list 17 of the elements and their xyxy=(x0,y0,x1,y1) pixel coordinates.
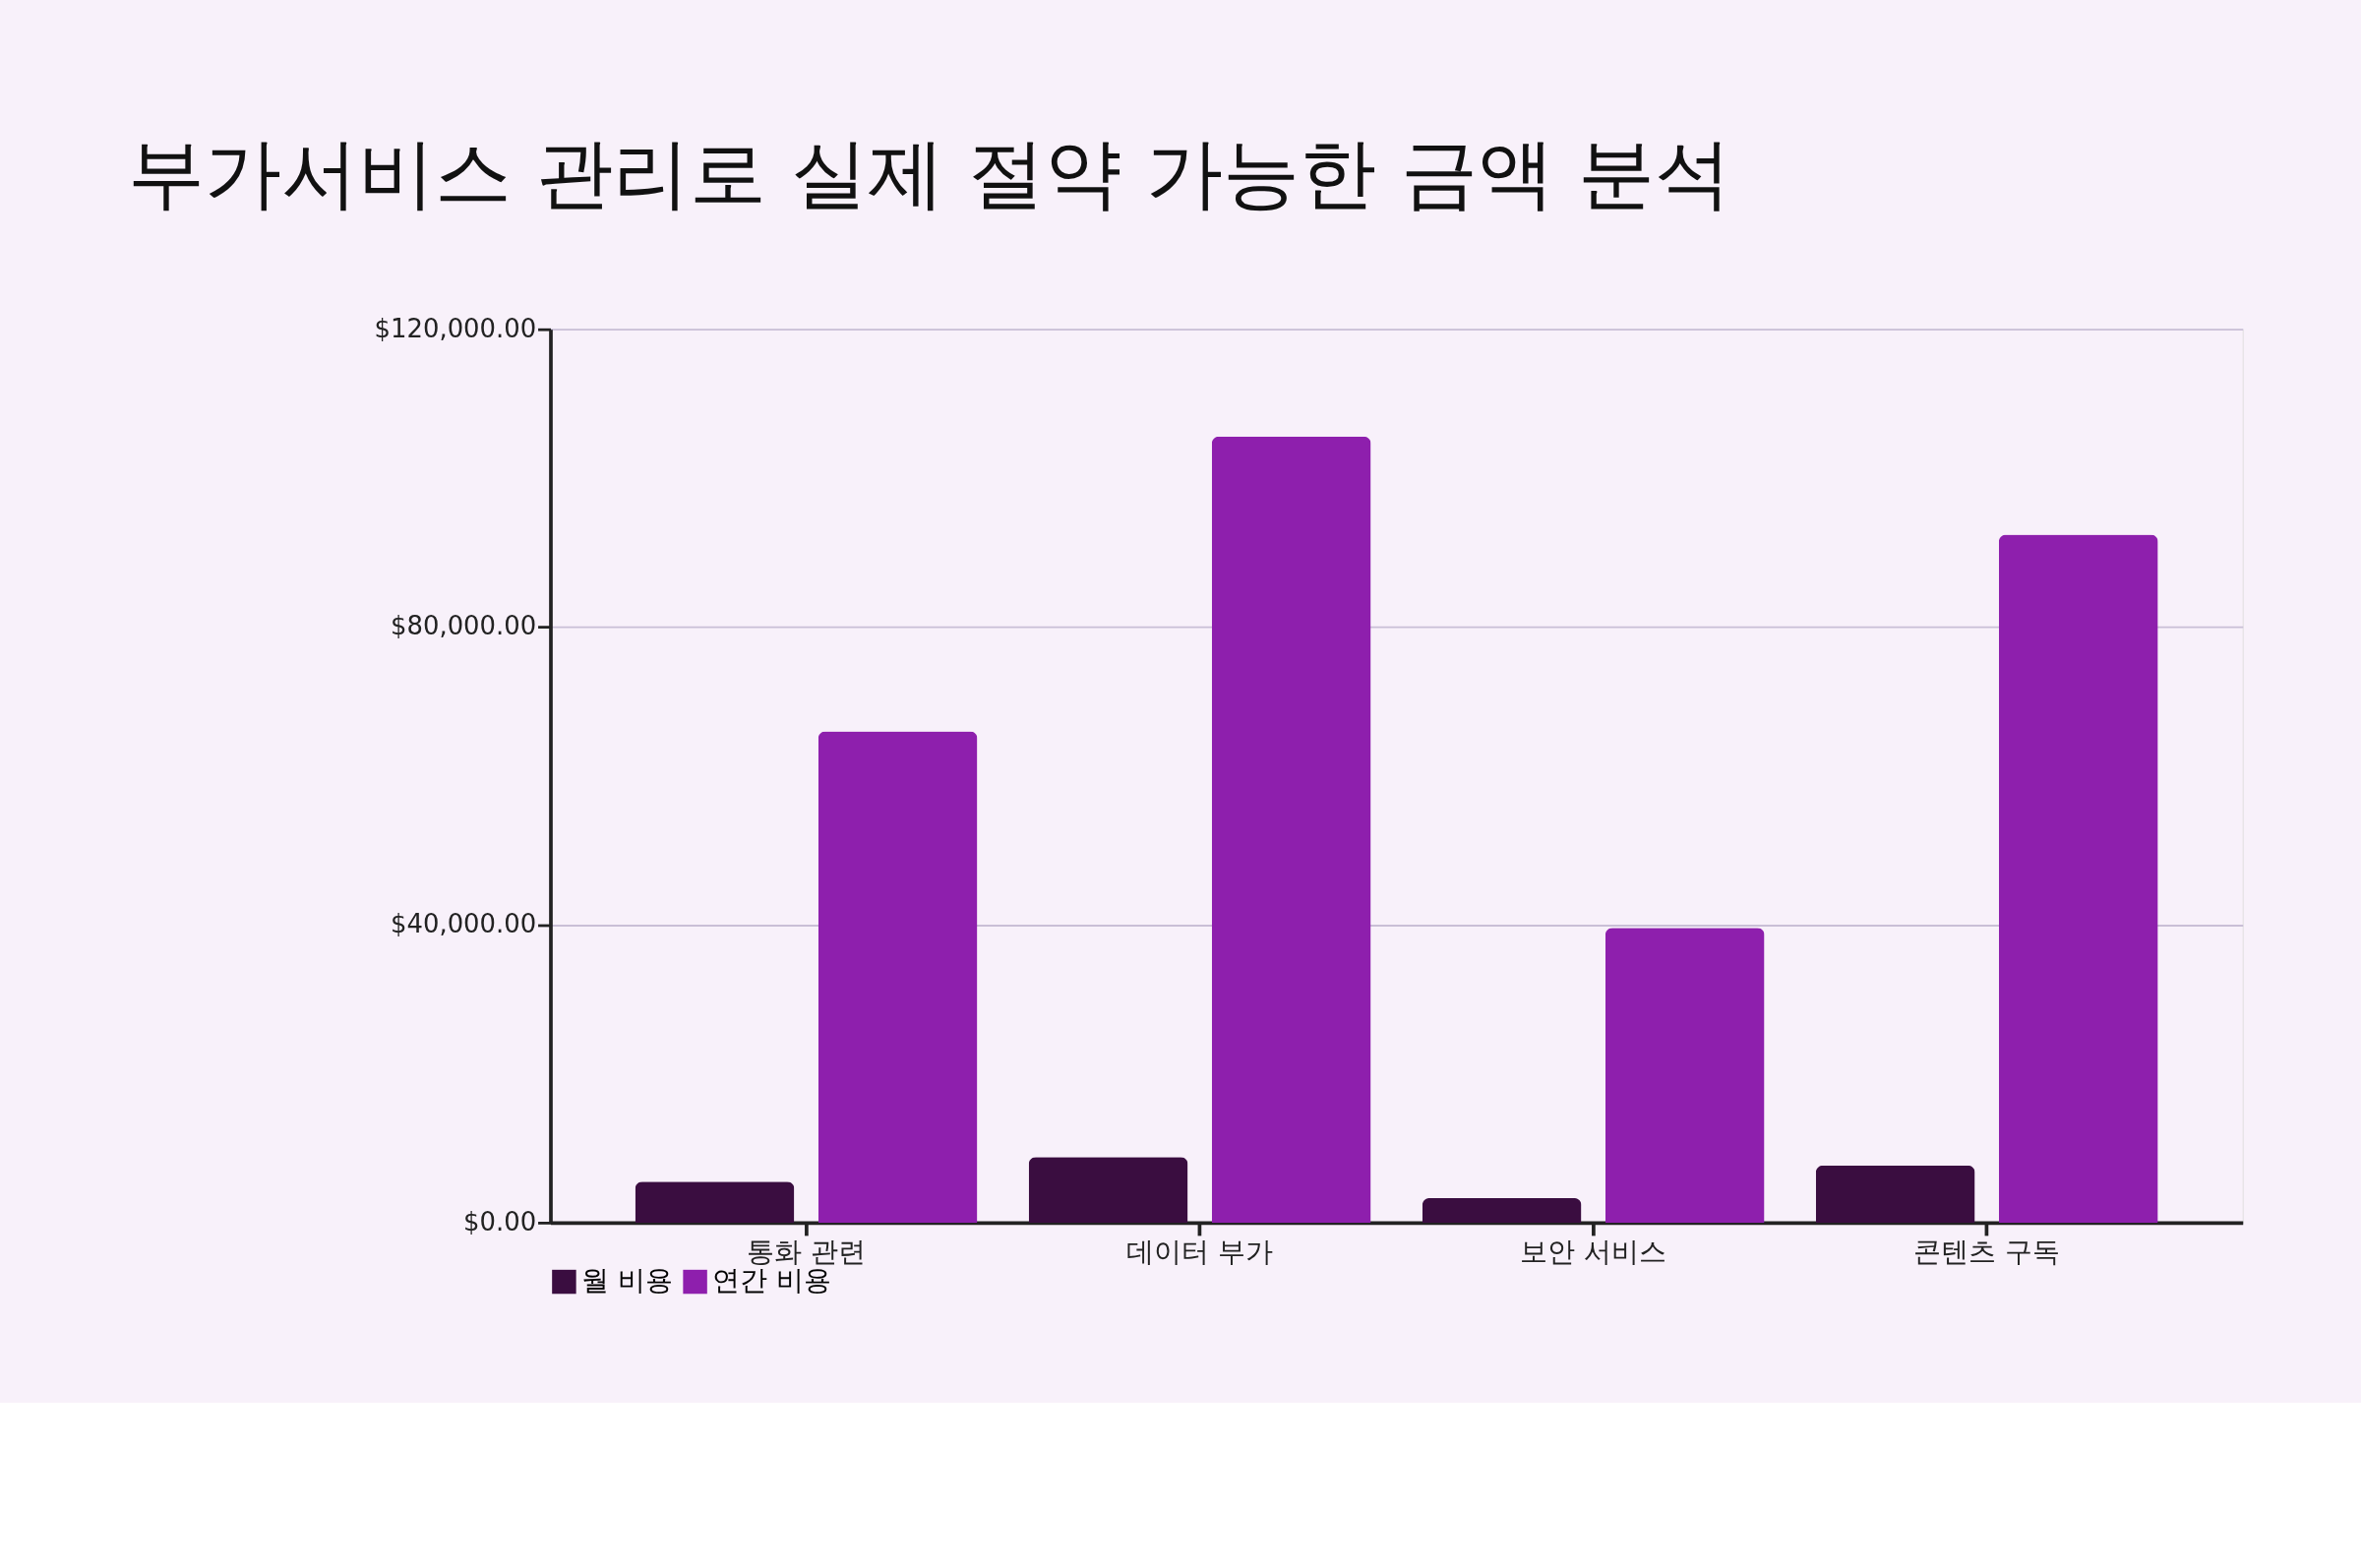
legend-label: 월 비용 xyxy=(580,1264,673,1297)
bar xyxy=(635,1181,795,1223)
x-tick-label: 콘텐츠 구독 xyxy=(1913,1236,2061,1269)
bar xyxy=(1604,928,1765,1223)
y-tick-label: $120,000.00 xyxy=(374,313,537,343)
y-tick-label: $80,000.00 xyxy=(391,611,537,641)
y-tick-label: $0.00 xyxy=(463,1206,537,1236)
bar xyxy=(1998,534,2158,1223)
x-tick-label: 보안 서비스 xyxy=(1520,1236,1667,1269)
bar xyxy=(1211,436,1371,1223)
bar xyxy=(1815,1165,1975,1223)
bar xyxy=(817,731,978,1223)
x-tick-label: 데이터 부가 xyxy=(1126,1236,1274,1269)
bar xyxy=(1028,1157,1188,1223)
y-tick-label: $40,000.00 xyxy=(391,909,537,939)
bar xyxy=(1422,1197,1582,1223)
chart-title: 부가서비스 관리로 실제 절약 가능한 금액 분석 xyxy=(128,129,1732,218)
